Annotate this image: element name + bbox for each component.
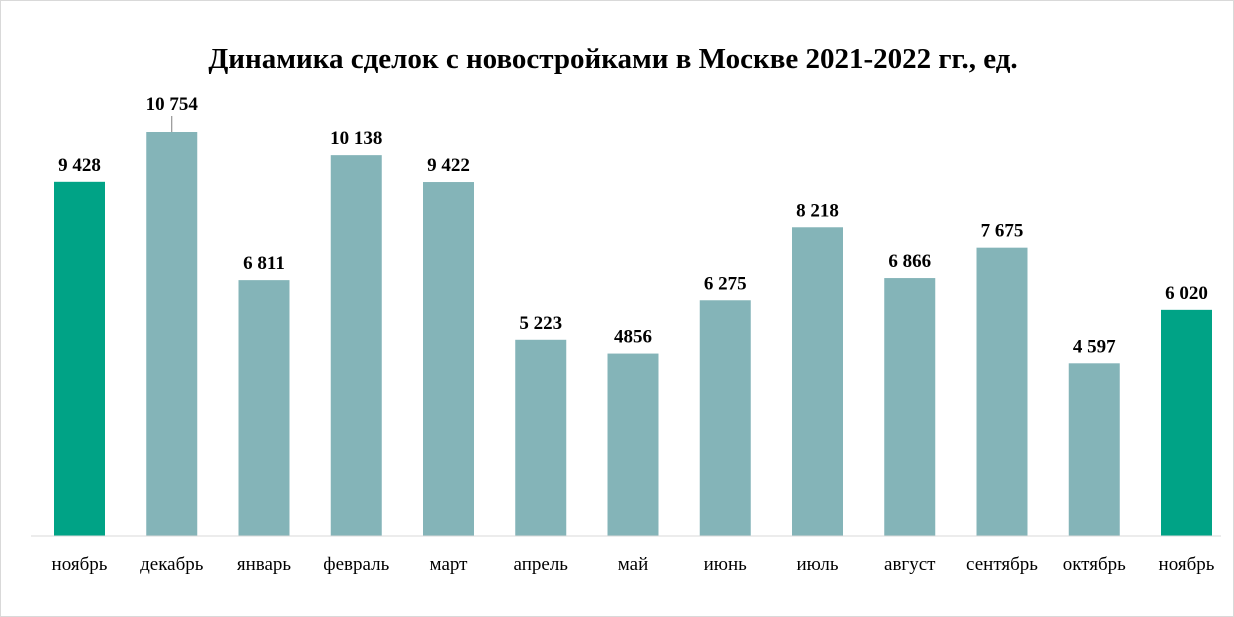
bar-8	[792, 227, 843, 536]
bar-12	[1161, 309, 1212, 536]
x-tick-label-7: июнь	[704, 554, 748, 575]
x-tick-label-3: февраль	[323, 554, 389, 575]
data-label-1: 10 754	[146, 94, 199, 115]
bar-7	[699, 300, 751, 536]
data-label-12: 6 020	[1165, 283, 1208, 304]
bar-0	[54, 181, 105, 536]
x-tick-label-10: сентябрь	[966, 554, 1038, 575]
bar-1	[146, 132, 198, 536]
x-tick-label-9: август	[884, 554, 936, 575]
bar-10	[976, 247, 1028, 537]
data-label-4: 9 422	[427, 155, 470, 176]
bar-11	[1068, 363, 1120, 536]
x-tick-label-2: январь	[237, 554, 292, 575]
x-tick-label-4: март	[430, 554, 469, 575]
x-tick-labels-layer: ноябрь декабрь январь февраль март апрель май и…	[52, 554, 1215, 575]
x-tick-label-12: ноябрь	[1159, 554, 1215, 575]
bar-9	[884, 278, 936, 536]
data-label-5: 5 223	[519, 313, 562, 334]
x-tick-label-8: июль	[796, 554, 838, 575]
bar-2	[238, 280, 290, 536]
bars-layer	[54, 132, 1212, 537]
x-tick-label-11: октябрь	[1063, 554, 1126, 575]
data-label-8: 8 218	[796, 200, 839, 221]
x-tick-label-5: апрель	[514, 554, 569, 575]
bar-4	[423, 182, 474, 537]
bar-3	[330, 155, 382, 536]
bar-5	[515, 339, 567, 536]
data-label-10: 7 675	[981, 221, 1024, 242]
data-label-0: 9 428	[58, 155, 101, 176]
x-tick-label-6: май	[618, 554, 649, 575]
chart-title: Динамика сделок с новостройками в Москве…	[208, 43, 1017, 75]
data-label-6: 4856	[614, 327, 652, 348]
x-tick-label-1: декабрь	[140, 554, 204, 575]
data-label-2: 6 811	[243, 253, 285, 274]
data-labels-layer: 9 428 10 754 6 811 10 138 9 422 5 223 4856 6 27…	[58, 94, 1208, 357]
data-label-3: 10 138	[330, 128, 382, 149]
data-label-7: 6 275	[704, 273, 747, 294]
x-tick-label-0: ноябрь	[52, 554, 108, 575]
bar-6	[607, 353, 659, 536]
data-label-11: 4 597	[1073, 336, 1116, 357]
data-label-9: 6 866	[888, 251, 931, 272]
